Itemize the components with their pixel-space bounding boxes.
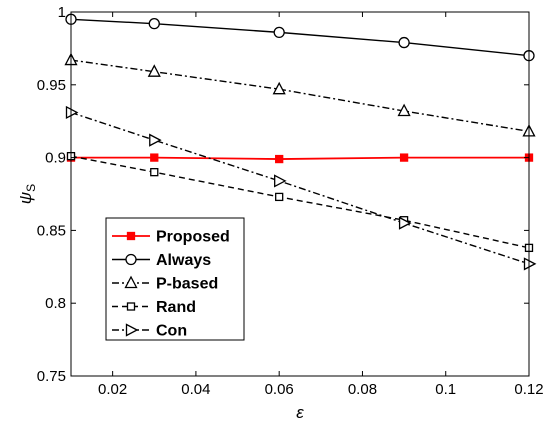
y-tick-label: 0.75 <box>37 368 66 385</box>
data-point-con <box>398 216 412 230</box>
series-con <box>65 105 537 271</box>
data-point-always <box>148 17 160 30</box>
legend-label: Always <box>156 252 211 269</box>
data-point-proposed <box>150 153 159 162</box>
legend-marker <box>124 275 138 289</box>
x-tick-label: 0.02 <box>98 381 127 398</box>
legend-marker <box>126 302 136 311</box>
data-point-con <box>65 105 79 120</box>
y-tick-label: 1 <box>58 4 66 21</box>
legend-marker <box>125 253 137 266</box>
legend-item-p-based: P-based <box>112 276 218 293</box>
legend-item-con: Con <box>112 323 187 340</box>
legend-marker <box>126 231 136 241</box>
legend-item-always: Always <box>112 252 211 269</box>
y-axis-label: ψS <box>16 184 38 204</box>
y-axis-label-subscript: S <box>24 184 38 192</box>
y-tick-label: 0.9 <box>45 150 66 167</box>
data-point-p-based <box>397 103 411 117</box>
data-point-con <box>274 174 287 188</box>
legend: Proposed Always P-based Rand Con <box>105 217 245 341</box>
legend-label: Proposed <box>156 229 230 246</box>
x-axis-label: ε <box>296 403 304 422</box>
legend-item-rand: Rand <box>112 299 196 316</box>
data-point-con <box>523 257 537 271</box>
x-tick-label: 0.08 <box>348 381 377 398</box>
data-point-always <box>398 36 410 49</box>
y-tick-label: 0.8 <box>45 295 66 312</box>
plot-frame <box>70 11 530 377</box>
legend-item-proposed: Proposed <box>112 229 230 246</box>
legend-label: P-based <box>156 276 218 293</box>
data-point-rand <box>275 192 284 202</box>
x-axis: 0.02 0.04 0.06 0.08 0.1 0.12 <box>98 12 544 398</box>
x-tick-label: 0.1 <box>435 381 456 398</box>
data-point-always <box>273 26 285 39</box>
x-tick-label: 0.04 <box>181 381 210 398</box>
series-line-con <box>70 111 530 265</box>
legend-items: Proposed Always P-based Rand Con <box>112 229 230 340</box>
data-point-rand <box>150 168 159 177</box>
y-tick-label: 0.85 <box>37 222 66 239</box>
data-point-p-based <box>272 81 286 95</box>
data-point-con <box>149 133 162 147</box>
legend-label: Con <box>156 323 187 340</box>
y-axis: 0.75 0.8 0.85 0.9 0.95 1 <box>37 4 529 385</box>
legend-label: Rand <box>156 299 196 316</box>
y-tick-label: 0.95 <box>37 77 66 94</box>
x-tick-label: 0.06 <box>265 381 294 398</box>
data-point-proposed <box>275 154 284 164</box>
legend-marker <box>125 323 139 337</box>
data-point-proposed <box>399 153 409 162</box>
x-tick-label: 0.12 <box>514 381 543 398</box>
y-axis-label-main: ψ <box>16 192 35 204</box>
data-point-p-based <box>147 64 161 77</box>
